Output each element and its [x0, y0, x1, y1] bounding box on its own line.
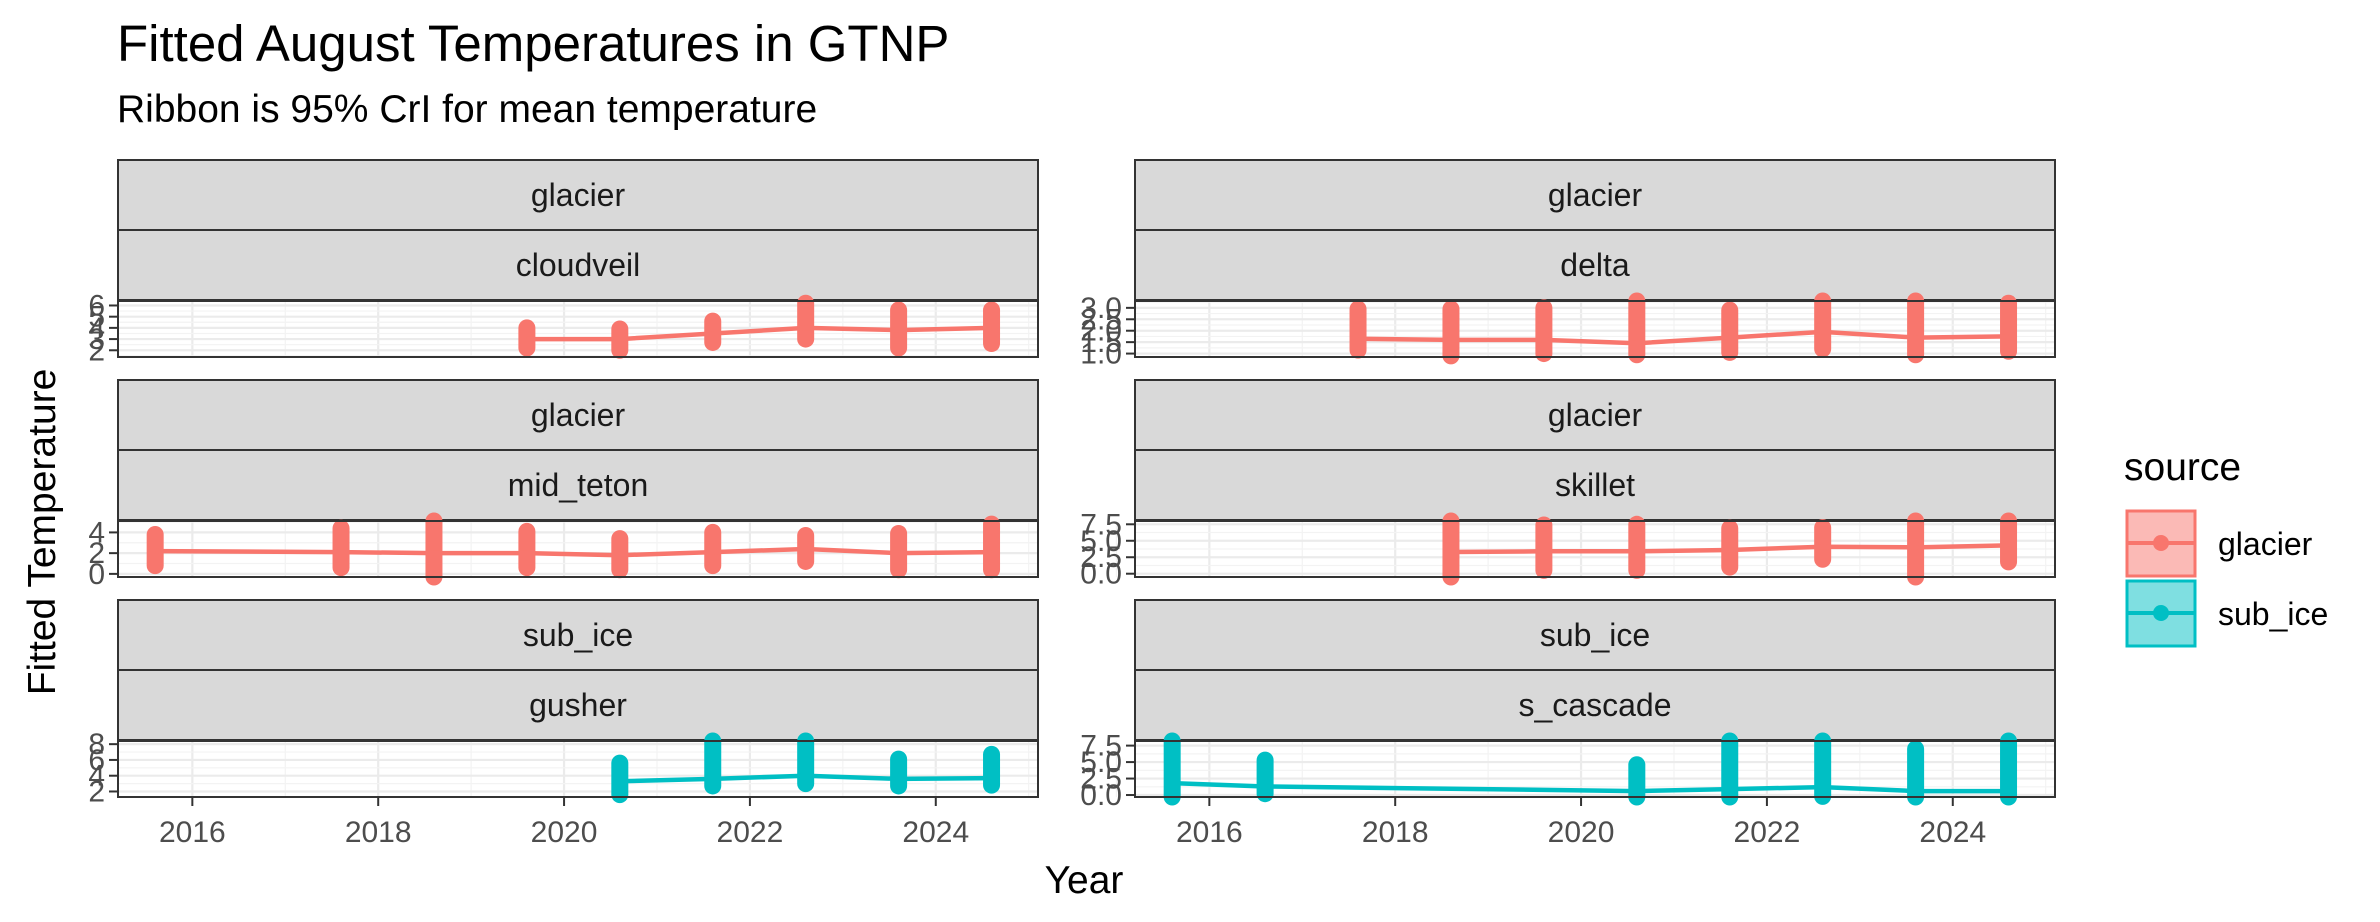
x-tick-label: 2024	[902, 816, 969, 849]
legend-item-glacier: glacier	[2125, 509, 2313, 578]
y-tick-label: 2.5	[1080, 303, 1122, 336]
y-tick-label: 2	[88, 334, 105, 367]
strip-bottom-background	[1134, 449, 2056, 521]
panel-border	[117, 300, 1039, 358]
strip-bottom-background	[117, 669, 1039, 741]
y-tick-label: 2.5	[1080, 763, 1122, 796]
x-tick-label: 2024	[1919, 816, 1986, 849]
strip-bottom-label: gusher	[529, 687, 627, 723]
panel-background	[118, 521, 1038, 577]
panel-border	[1134, 740, 2056, 798]
y-tick-label: 5.0	[1080, 525, 1122, 558]
legend-title: source	[2124, 446, 2241, 489]
strip-top-label: glacier	[1548, 397, 1643, 433]
y-tick-label: 4	[88, 760, 105, 793]
x-tick-label: 2020	[1548, 816, 1615, 849]
x-tick-label: 2016	[1176, 816, 1243, 849]
facet-panel-delta: glacier delta 1.01.52.02.53.0	[1080, 159, 2056, 371]
x-tick-label: 2016	[159, 816, 226, 849]
strip-bottom-label: delta	[1560, 247, 1630, 283]
y-tick-label: 1.0	[1080, 338, 1122, 371]
y-tick-label: 5.0	[1080, 746, 1122, 779]
facet-panel-mid_teton: glacier mid_teton 024	[88, 379, 1039, 591]
panel-background	[118, 741, 1038, 797]
fitted-mean-line	[155, 546, 992, 558]
y-tick-label: 0	[88, 558, 105, 591]
chart-title: Fitted August Temperatures in GTNP	[117, 15, 950, 72]
strip-top-label: glacier	[531, 397, 626, 433]
fitted-mean-line	[1358, 329, 2009, 346]
y-tick-label: 6	[88, 289, 105, 322]
strip-bottom-background	[1134, 669, 2056, 741]
strip-bottom-label: s_cascade	[1519, 687, 1672, 723]
y-tick-label: 0.0	[1080, 558, 1122, 591]
y-tick-label: 3	[88, 323, 105, 356]
strip-bottom-background	[117, 229, 1039, 301]
y-tick-label: 7.5	[1080, 730, 1122, 763]
panel-border	[1134, 300, 2056, 358]
x-tick-label: 2018	[345, 816, 412, 849]
y-tick-label: 4	[88, 516, 105, 549]
strip-top-background	[117, 379, 1039, 451]
panel-border	[117, 740, 1039, 798]
y-tick-label: 2.0	[1080, 315, 1122, 348]
strip-top-label: sub_ice	[1540, 617, 1650, 653]
y-tick-label: 5	[88, 301, 105, 334]
panel-border	[117, 520, 1039, 578]
x-axis-title: Year	[1045, 859, 1124, 902]
strip-top-label: sub_ice	[523, 617, 633, 653]
strip-bottom-label: cloudveil	[516, 247, 641, 283]
y-tick-label: 2	[88, 775, 105, 808]
strip-bottom-background	[117, 449, 1039, 521]
y-tick-label: 6	[88, 744, 105, 777]
x-tick-label: 2022	[1734, 816, 1801, 849]
facet-panel-skillet: glacier skillet 0.02.55.07.5	[1080, 379, 2056, 591]
x-tick-label: 2020	[531, 816, 598, 849]
y-tick-label: 2	[88, 537, 105, 570]
x-tick-label: 2018	[1362, 816, 1429, 849]
legend-item-sub_ice: sub_ice	[2125, 579, 2328, 648]
fitted-mean-line	[619, 773, 992, 784]
y-tick-label: 0.0	[1080, 779, 1122, 812]
facet-panel-s_cascade: sub_ice s_cascade 0.02.55.07.5 2016 2018 2020…	[1080, 599, 2056, 849]
strip-bottom-label: skillet	[1555, 467, 1635, 503]
y-tick-label: 7.5	[1080, 508, 1122, 541]
legend-label: glacier	[2218, 526, 2313, 562]
y-tick-label: 4	[88, 312, 105, 345]
strip-top-background	[117, 599, 1039, 671]
x-tick-label: 2022	[717, 816, 784, 849]
strip-top-background	[1134, 159, 2056, 231]
panel-border	[1134, 520, 2056, 578]
strip-top-label: glacier	[1548, 177, 1643, 213]
y-axis-title: Fitted Temperature	[21, 369, 64, 696]
strip-top-label: glacier	[531, 177, 626, 213]
y-tick-label: 8	[88, 728, 105, 761]
fitted-mean-line	[526, 325, 992, 342]
legend-key-point	[2153, 535, 2169, 551]
legend: source glacier sub_ice	[2124, 446, 2328, 648]
y-tick-label: 2.5	[1080, 541, 1122, 574]
strip-bottom-label: mid_teton	[508, 467, 649, 503]
chart-subtitle: Ribbon is 95% CrI for mean temperature	[117, 88, 818, 131]
y-tick-label: 1.5	[1080, 326, 1122, 359]
y-tick-label: 3.0	[1080, 292, 1122, 325]
legend-label: sub_ice	[2218, 596, 2328, 632]
fitted-mean-line	[1172, 780, 2009, 794]
legend-key-point	[2153, 605, 2169, 621]
strip-bottom-background	[1134, 229, 2056, 301]
fitted-mean-line	[1450, 543, 2009, 555]
